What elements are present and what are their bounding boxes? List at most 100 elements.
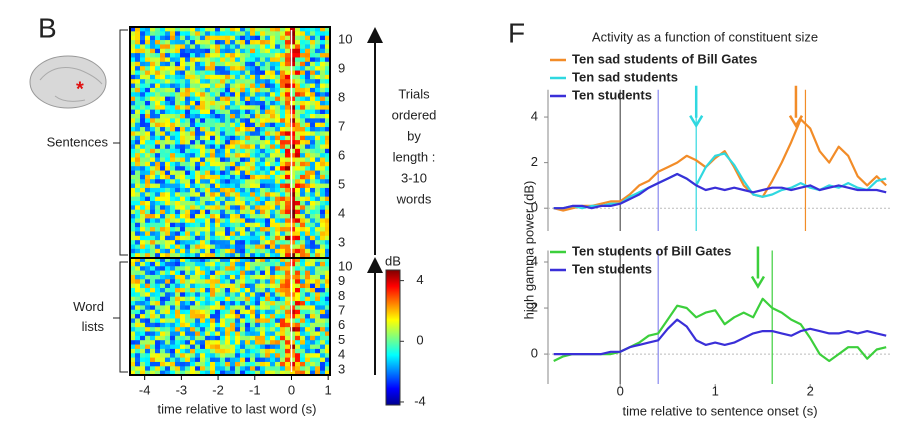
heatmap-cell [265,36,270,41]
heatmap-cell [310,62,315,67]
series-line [554,154,887,209]
heatmap-cell [265,223,270,228]
heatmap-cell [195,318,200,323]
heatmap-cell [155,362,160,367]
heatmap-cell [155,88,160,93]
heatmap-cell [245,292,250,297]
heatmap-cell [275,188,280,193]
heatmap-cell [260,110,265,115]
heatmap-cell [245,301,250,306]
heatmap-cell [160,362,165,367]
heatmap-cell [285,175,290,180]
heatmap-cell [150,323,155,328]
heatmap-cell [170,175,175,180]
heatmap-cell [155,358,160,363]
heatmap-cell [315,136,320,141]
heatmap-cell [145,149,150,154]
heatmap-cell [295,288,300,293]
heatmap-cell [305,314,310,319]
heatmap-cell [260,31,265,36]
heatmap-cell [145,166,150,171]
heatmap-cell [275,192,280,197]
heatmap-cell [270,327,275,332]
heatmap-cell [280,340,285,345]
x-tick-label: -3 [176,382,188,397]
heatmap-cell [300,175,305,180]
heatmap-cell [250,144,255,149]
heatmap-cell [310,275,315,280]
heatmap-cell [280,153,285,158]
heatmap-cell [170,332,175,337]
heatmap-cell [195,179,200,184]
heatmap-cell [250,166,255,171]
heatmap-cell [245,349,250,354]
heatmap-cell [220,305,225,310]
heatmap-cell [205,118,210,123]
heatmap-cell [140,284,145,289]
heatmap-cell [160,179,165,184]
heatmap-cell [195,223,200,228]
heatmap-cell [240,49,245,54]
heatmap-cell [160,88,165,93]
heatmap-cell [160,66,165,71]
heatmap-cell [155,271,160,276]
heatmap-cell [225,162,230,167]
heatmap-cell [245,366,250,371]
heatmap-cell [165,192,170,197]
heatmap-cell [300,31,305,36]
heatmap-cell [250,62,255,67]
heatmap-cell [185,205,190,210]
heatmap-cell [285,88,290,93]
heatmap-cell [215,262,220,267]
heatmap-cell [220,292,225,297]
heatmap-cell [175,136,180,141]
heatmap-cell [310,92,315,97]
heatmap-cell [135,279,140,284]
heatmap-cell [255,236,260,241]
heatmap-cell [185,327,190,332]
heatmap-cell [230,123,235,128]
heatmap-cell [225,284,230,289]
heatmap-cell [260,262,265,267]
heatmap-cell [240,88,245,93]
heatmap-cell [315,110,320,115]
heatmap-cell [280,275,285,280]
heatmap-cell [170,227,175,232]
heatmap-cell [185,97,190,102]
heatmap-cell [315,144,320,149]
heatmap-cell [140,245,145,250]
heatmap-cell [315,218,320,223]
heatmap-cell [295,162,300,167]
heatmap-cell [140,92,145,97]
heatmap-cell [190,44,195,49]
heatmap-cell [135,44,140,49]
heatmap-cell [265,310,270,315]
heatmap-cell [220,131,225,136]
heatmap-cell [275,301,280,306]
heatmap-cell [210,214,215,219]
heatmap-cell [145,310,150,315]
heatmap-cell [245,123,250,128]
heatmap-cell [250,66,255,71]
heatmap-cell [235,136,240,141]
heatmap-cell [175,153,180,158]
heatmap-cell [295,40,300,45]
heatmap-cell [210,327,215,332]
heatmap-cell [270,175,275,180]
heatmap-cell [280,53,285,58]
heatmap-cell [235,327,240,332]
heatmap-cell [220,197,225,202]
heatmap-cell [160,292,165,297]
heatmap-cell [200,266,205,271]
heatmap-cell [280,327,285,332]
heatmap-cell [280,118,285,123]
heatmap-cell [230,284,235,289]
heatmap-cell [265,284,270,289]
heatmap-cell [215,84,220,89]
heatmap-cell [190,240,195,245]
heatmap-cell [145,292,150,297]
heatmap-cell [220,314,225,319]
heatmap-cell [305,149,310,154]
heatmap-cell [150,305,155,310]
heatmap-cell [245,340,250,345]
